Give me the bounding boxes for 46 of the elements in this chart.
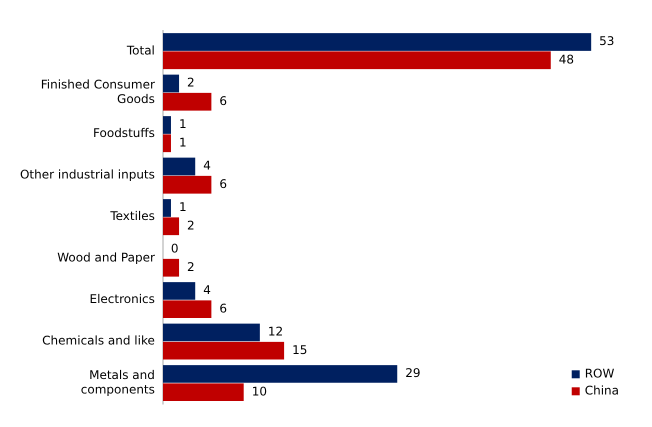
- y-tick-label: Total: [126, 43, 155, 58]
- data-label: 10: [252, 384, 267, 398]
- bar: [162, 116, 171, 134]
- data-label: 48: [558, 52, 574, 66]
- data-label: 15: [292, 342, 308, 357]
- bar: [162, 158, 196, 176]
- y-tick-label: Textiles: [109, 209, 155, 224]
- data-label: 1: [178, 117, 187, 132]
- data-label: 2: [187, 76, 195, 90]
- bar: [162, 217, 180, 236]
- bar: [162, 324, 260, 342]
- legend-label: ROW: [584, 366, 615, 380]
- bar: [162, 365, 398, 383]
- bar: [162, 282, 196, 300]
- data-label: 6: [219, 176, 228, 191]
- bar: [162, 258, 180, 277]
- bar: [162, 74, 180, 92]
- legend-label: China: [584, 383, 620, 398]
- y-tick-label: Wood and Paper: [57, 250, 155, 265]
- bar: [162, 92, 212, 111]
- bar: [162, 134, 171, 152]
- y-tick-label: Electronics: [89, 292, 155, 306]
- bar: [162, 342, 284, 360]
- y-tick-label: Finished Consumer Goods: [40, 78, 155, 106]
- bar: [162, 199, 171, 217]
- bar: [162, 176, 212, 194]
- bar: [162, 33, 592, 51]
- y-tick-label: Foodstuffs: [93, 126, 155, 140]
- data-label: 6: [219, 301, 228, 316]
- data-label: 29: [405, 366, 421, 380]
- data-label: 2: [187, 260, 195, 274]
- data-label: 1: [178, 135, 187, 150]
- bar: [162, 300, 212, 318]
- data-label: 6: [219, 94, 228, 108]
- data-label: 1: [178, 200, 187, 214]
- data-label: 2: [187, 218, 195, 232]
- y-tick-label: Metals and components: [80, 368, 155, 396]
- data-label: 53: [599, 34, 614, 48]
- data-label: 4: [203, 283, 211, 298]
- data-label: 12: [268, 324, 284, 339]
- data-label: 4: [203, 158, 211, 173]
- data-label: 0: [170, 242, 179, 256]
- bar: [162, 383, 244, 402]
- y-tick-label: Chemicals and like: [42, 334, 155, 348]
- bar: [162, 51, 551, 70]
- y-tick-label: Other industrial inputs: [20, 168, 155, 182]
